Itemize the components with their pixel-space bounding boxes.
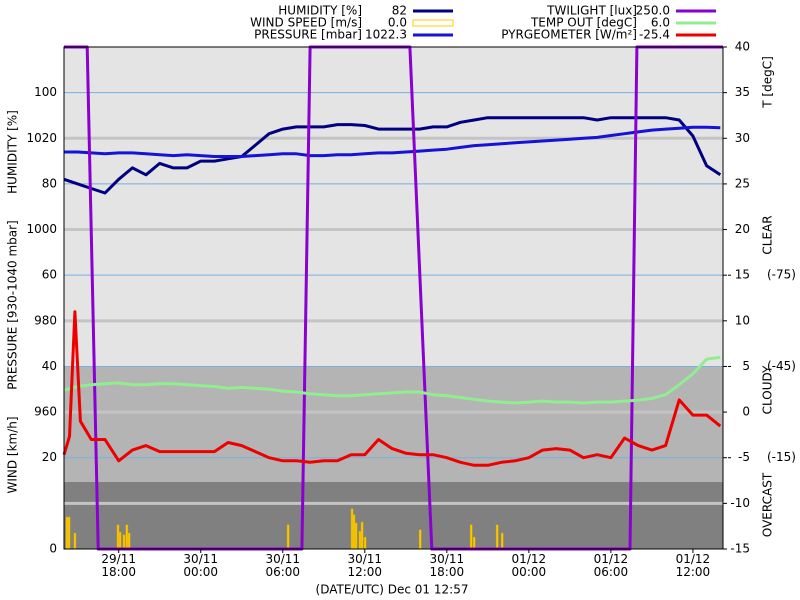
legend-value: 1022.3 [365, 28, 407, 42]
wind-bar [286, 524, 290, 550]
series-line [63, 355, 721, 405]
legend-label: PYRGEOMETER [W/m²] [501, 28, 637, 42]
y-tick-label: 980 [34, 313, 57, 327]
y-tick-label: 1020 [26, 131, 57, 145]
y2-tick-label: -5 [738, 450, 750, 464]
cloud-label: CLOUDY [761, 365, 775, 414]
x-tick-label: 30/11 00:00 [183, 552, 219, 579]
clear-band [64, 47, 723, 366]
y2-tick-label: 30 [735, 131, 750, 145]
wind-bar [116, 524, 120, 550]
wind-bar [358, 530, 362, 550]
x-tick-label: 01/12 00:00 [511, 552, 547, 579]
y2-tick-label: 15 [735, 268, 750, 282]
legend-label: TWILIGHT [lux] [546, 4, 637, 18]
wind-bar [352, 514, 356, 550]
cloud-label: OVERCAST [761, 472, 775, 537]
wind-bar [118, 531, 122, 550]
legend-value: 82 [392, 4, 407, 18]
wind-bar [73, 532, 77, 550]
legend-label: HUMIDITY [%] [278, 4, 362, 18]
legend-value: -25.4 [639, 28, 670, 42]
wind-bar [495, 524, 499, 550]
series-line [64, 125, 721, 158]
y2-axis-title: T [degC] [761, 56, 775, 109]
wind-bar [469, 524, 473, 550]
x-tick-label: 01/12 06:00 [593, 552, 629, 579]
y-tick-label: 80 [42, 176, 57, 190]
x-tick-label: 01/12 12:00 [675, 552, 711, 579]
wind-bar [500, 532, 504, 550]
wind-bar [360, 521, 364, 550]
x-tick-label: 29/11 18:00 [101, 552, 136, 579]
pyr-tick-label: (-15) [767, 450, 796, 464]
wind-bar [122, 534, 126, 550]
wind-bar [472, 536, 476, 550]
x-tick-label: 30/11 12:00 [347, 552, 383, 579]
pyr-tick-label: (-75) [767, 268, 796, 282]
plot-frame [63, 46, 724, 550]
y2-tick-label: -15 [730, 542, 750, 556]
wind-bar [418, 529, 422, 550]
y-tick-label: 100 [34, 85, 57, 99]
wind-bar [127, 532, 131, 550]
x-axis-title: (DATE/UTC) Dec 01 12:57 [316, 583, 469, 597]
y2-tick-label: 25 [735, 176, 750, 190]
overcast-band [64, 482, 723, 549]
pyr-tick-label: (-45) [767, 359, 796, 373]
wind-bar [65, 516, 69, 550]
wind-bar [125, 524, 129, 550]
y-tick-label: 60 [42, 268, 57, 282]
y2-tick-label: 35 [735, 85, 750, 99]
legend-label: WIND SPEED [m/s] [250, 16, 362, 30]
grid [64, 92, 723, 505]
x-tick-label: 30/11 18:00 [429, 552, 465, 579]
y-tick-label: 20 [42, 450, 57, 464]
y-tick-label: 0 [49, 542, 57, 556]
cloudy-band [64, 366, 723, 482]
y2-tick-label: 0 [742, 405, 750, 419]
y-tick-label: 40 [42, 359, 57, 373]
legend-value: 0.0 [388, 16, 407, 30]
wind-bar [67, 516, 71, 550]
wind-bar [354, 522, 358, 550]
cloud-label: CLEAR [761, 215, 775, 254]
y-axis-title: WIND [km/h] [6, 416, 20, 493]
legend-label: TEMP OUT [degC] [530, 16, 637, 30]
legend-value: 250.0 [636, 4, 670, 18]
legend-value: 6.0 [651, 16, 670, 30]
y2-tick-label: 10 [735, 313, 750, 327]
y2-tick-label: 20 [735, 222, 750, 236]
series-line [62, 310, 722, 467]
y-axis-title: HUMIDITY [%] [6, 110, 20, 194]
legend-label: PRESSURE [mbar] [254, 28, 362, 42]
x-tick-label: 30/11 06:00 [265, 552, 301, 579]
y-tick-label: 960 [34, 405, 57, 419]
y-axis-title: PRESSURE [930-1040 mbar] [6, 220, 20, 389]
series-line [63, 116, 722, 195]
y2-tick-label: -10 [730, 496, 750, 510]
wind-bar [363, 536, 367, 550]
y2-tick-label: 5 [742, 359, 750, 373]
marks [62, 45, 723, 551]
y-tick-label: 1000 [26, 222, 57, 236]
legend-swatch [412, 19, 454, 27]
y2-tick-label: 40 [735, 40, 750, 54]
